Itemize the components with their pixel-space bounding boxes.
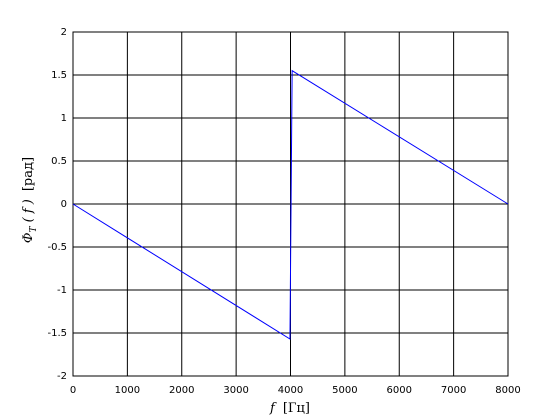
x-tick-label: 0 [70,385,76,396]
x-tick-label: 7000 [441,385,466,396]
y-label-symbol: Φ [21,232,36,243]
x-label-symbol: f [269,401,277,416]
y-tick-label: 0.5 [51,156,67,167]
x-tick-label: 4000 [278,385,303,396]
y-label-subscript: T [29,225,39,232]
y-tick-label: -1.5 [47,328,67,339]
x-tick-label: 1000 [115,385,140,396]
x-tick-label: 3000 [223,385,248,396]
x-axis-label: f [Гц] [269,401,310,416]
x-tick-label: 6000 [387,385,412,396]
x-tick-label: 5000 [332,385,357,396]
y-label-unit: [рад] [21,157,36,191]
y-tick-label: -1 [57,285,67,296]
x-label-unit: [Гц] [283,401,310,416]
x-tick-label: 2000 [169,385,194,396]
y-tick-label: -0.5 [47,242,67,253]
y-tick-label: 1 [61,113,67,124]
x-tick-label: 8000 [495,385,520,396]
y-tick-label: -2 [57,371,67,382]
y-axis-label: ΦT ( f ) [рад] [21,157,39,243]
y-tick-label: 0 [61,199,67,210]
y-label-argument: ( f ) [21,199,36,222]
y-tick-label: 1.5 [51,70,67,81]
y-tick-label: 2 [61,27,67,38]
data-line [72,69,509,340]
